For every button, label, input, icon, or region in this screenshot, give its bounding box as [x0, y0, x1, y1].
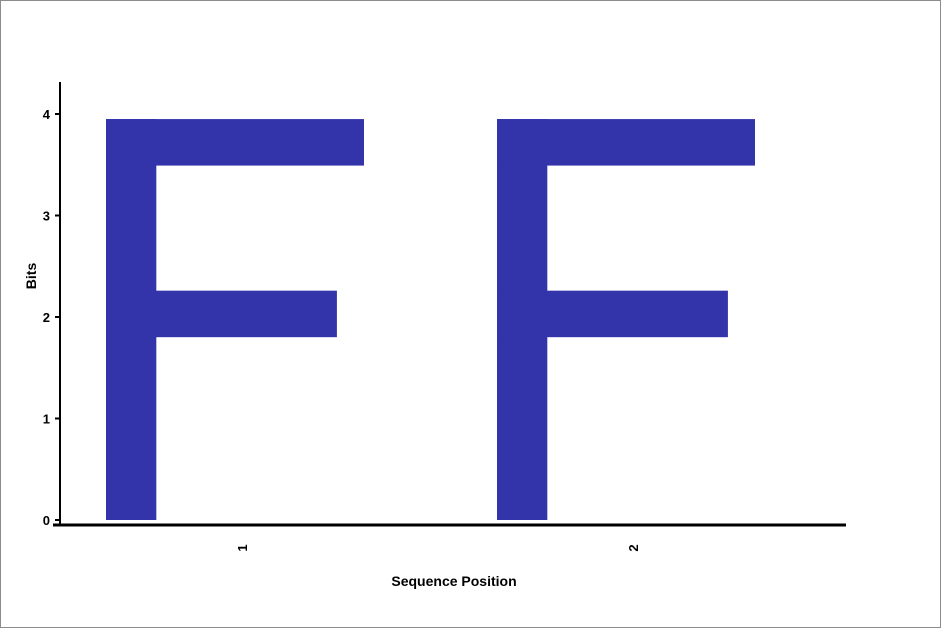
x-tick-label: 1 — [235, 544, 250, 551]
letter-F-position-1 — [106, 119, 364, 520]
y-tick-label: 2 — [43, 310, 50, 325]
logo-letters — [106, 119, 755, 520]
y-tick-label: 3 — [43, 209, 50, 224]
y-tick-label: 4 — [43, 107, 51, 122]
y-tick-label: 0 — [43, 513, 50, 528]
y-tick-label: 1 — [43, 412, 50, 427]
y-axis-title: Bits — [23, 263, 39, 290]
y-ticks: 0 1 2 3 4 — [43, 107, 60, 528]
x-axis-title: Sequence Position — [391, 573, 516, 589]
letter-F-position-2 — [497, 119, 755, 520]
x-tick-label: 2 — [626, 544, 641, 551]
